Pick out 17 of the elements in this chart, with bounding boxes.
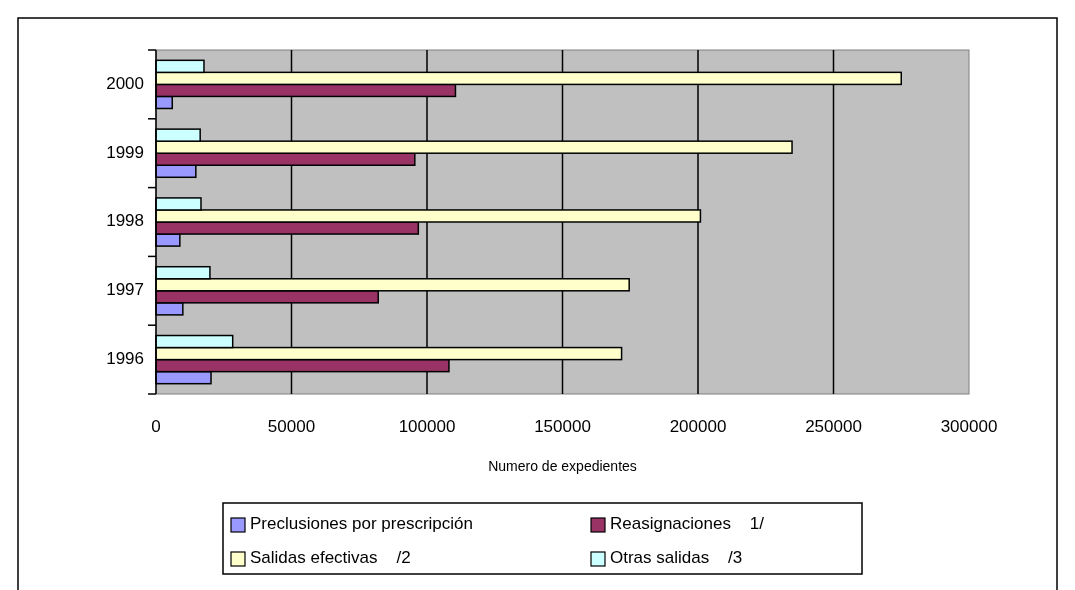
y-tick-label: 2000: [106, 73, 144, 93]
x-tick-label: 250000: [805, 417, 862, 436]
y-tick-label: 1999: [106, 142, 144, 162]
x-tick-label: 200000: [669, 417, 727, 436]
legend-label: Otras salidas /3: [610, 548, 743, 568]
x-tick-label: 300000: [940, 417, 998, 436]
y-tick-label: 1998: [106, 211, 144, 231]
y-tick-label: 1997: [106, 280, 144, 300]
x-tick-label: 50000: [267, 417, 316, 436]
x-tick-label: 0: [151, 417, 161, 436]
x-tick-label: 100000: [398, 417, 456, 436]
y-tick-label: 1996: [106, 349, 144, 369]
legend-label: Salidas efectivas /2: [250, 548, 411, 568]
legend-label: Reasignaciones 1/: [610, 514, 765, 534]
x-tick-label: 150000: [534, 417, 591, 436]
x-axis-title: Numero de expedientes: [488, 458, 637, 474]
legend-label: Preclusiones por prescripción: [250, 514, 473, 534]
